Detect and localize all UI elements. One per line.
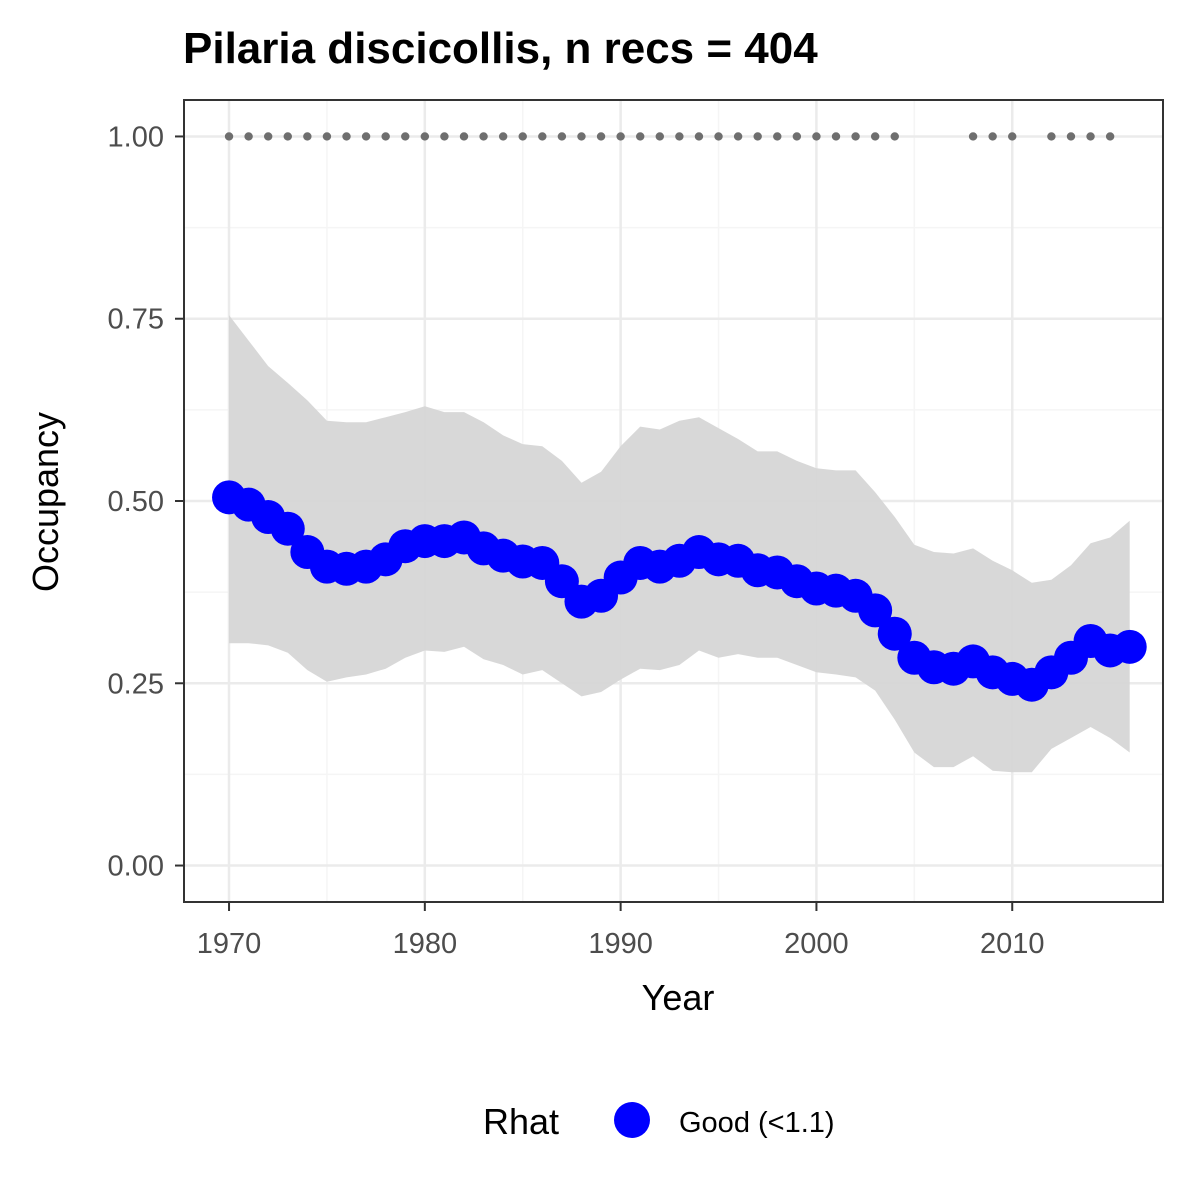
y-axis: 0.00 0.25 0.50 0.75 1.00 bbox=[108, 121, 184, 883]
plot-panel bbox=[183, 99, 1164, 903]
record-dot bbox=[1086, 132, 1095, 141]
x-tick-label: 1980 bbox=[393, 928, 458, 960]
record-dot bbox=[557, 132, 567, 141]
record-dot bbox=[890, 132, 899, 141]
y-tick-label: 0.25 bbox=[108, 668, 164, 700]
record-dot bbox=[224, 132, 234, 141]
x-tick-label: 1990 bbox=[588, 928, 653, 960]
y-axis-title: Occupancy bbox=[25, 412, 66, 592]
record-dot bbox=[518, 132, 527, 141]
record-dot bbox=[1066, 132, 1076, 141]
y-tick-label: 0.75 bbox=[108, 304, 164, 336]
record-dot bbox=[401, 132, 410, 141]
y-tick-label: 1.00 bbox=[108, 121, 164, 153]
record-dot bbox=[636, 132, 645, 141]
record-dot bbox=[792, 132, 802, 141]
record-dot bbox=[1008, 132, 1017, 141]
record-dot bbox=[988, 132, 997, 141]
legend-label-good: Good (<1.1) bbox=[679, 1107, 835, 1139]
record-dot bbox=[812, 132, 821, 141]
record-dot bbox=[303, 132, 312, 141]
occupancy-point bbox=[270, 511, 305, 546]
record-dot bbox=[831, 132, 841, 141]
record-dot bbox=[361, 132, 371, 141]
record-dot bbox=[322, 132, 332, 141]
x-tick-label: 2010 bbox=[980, 928, 1045, 960]
occupancy-point bbox=[858, 593, 893, 628]
x-axis-title: Year bbox=[642, 977, 715, 1018]
record-dot bbox=[459, 132, 469, 141]
record-dot bbox=[694, 132, 704, 141]
x-axis: 1970 1980 1990 2000 2010 bbox=[197, 902, 1045, 960]
legend-key-good bbox=[614, 1102, 650, 1138]
record-dot bbox=[655, 132, 664, 141]
record-dot bbox=[753, 132, 762, 141]
record-dot bbox=[1105, 132, 1115, 141]
record-dot bbox=[381, 132, 390, 141]
occupancy-points bbox=[212, 480, 1147, 702]
record-dot bbox=[870, 132, 880, 141]
x-tick-label: 2000 bbox=[784, 928, 849, 960]
occupancy-point bbox=[1112, 629, 1147, 664]
record-dot bbox=[283, 132, 292, 141]
record-dot bbox=[420, 132, 430, 141]
y-tick-label: 0.50 bbox=[108, 486, 164, 518]
legend-title: Rhat bbox=[483, 1101, 559, 1142]
record-dot bbox=[244, 132, 253, 141]
record-dots bbox=[224, 132, 1115, 141]
record-dot bbox=[714, 132, 723, 141]
legend: Rhat Good (<1.1) bbox=[483, 1101, 835, 1142]
record-dot bbox=[577, 132, 586, 141]
record-dot bbox=[773, 132, 782, 141]
record-dot bbox=[479, 132, 488, 141]
record-dot bbox=[616, 132, 625, 141]
record-dot bbox=[263, 132, 273, 141]
record-dot bbox=[1047, 132, 1056, 141]
record-dot bbox=[968, 132, 978, 141]
chart-title: Pilaria discicollis, n recs = 404 bbox=[183, 24, 818, 73]
y-tick-label: 0.00 bbox=[108, 851, 164, 883]
occupancy-point bbox=[877, 616, 912, 651]
record-dot bbox=[538, 132, 547, 141]
record-dot bbox=[342, 132, 351, 141]
record-dot bbox=[596, 132, 606, 141]
record-dot bbox=[851, 132, 860, 141]
record-dot bbox=[675, 132, 684, 141]
x-tick-label: 1970 bbox=[197, 928, 262, 960]
record-dot bbox=[440, 132, 449, 141]
record-dot bbox=[733, 132, 743, 141]
record-dot bbox=[498, 132, 508, 141]
